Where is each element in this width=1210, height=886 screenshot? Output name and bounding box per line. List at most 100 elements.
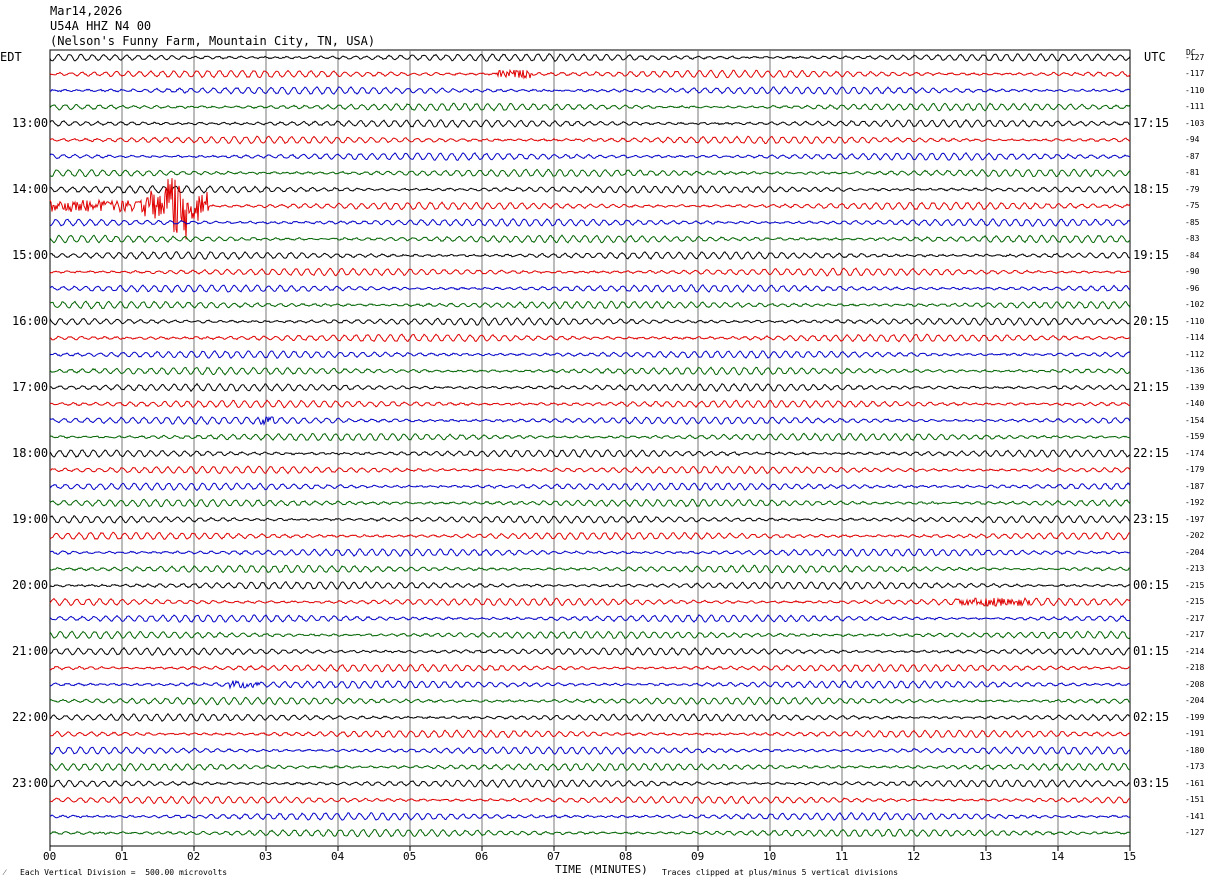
x-tick-label: 08 <box>619 850 633 863</box>
trace-line <box>49 548 1131 557</box>
trace-line <box>49 564 1131 574</box>
dc-offset-label: -191 <box>1185 729 1205 738</box>
left-hour-label: 13:00 <box>12 115 49 130</box>
trace-line <box>49 646 1131 656</box>
dc-offset-label: -117 <box>1185 69 1205 78</box>
dc-offset-label: -217 <box>1185 630 1205 639</box>
right-hour-label: 22:15 <box>1133 445 1170 460</box>
x-tick-label: 04 <box>331 850 345 863</box>
trace-line <box>49 696 1131 706</box>
dc-offset-label: -159 <box>1185 432 1205 441</box>
dc-offset-label: -139 <box>1185 382 1205 392</box>
dc-offset-label: -173 <box>1185 762 1205 771</box>
x-tick-label: 00 <box>43 850 57 863</box>
dc-offset-title: DC <box>1186 48 1196 57</box>
trace-line <box>49 581 1131 591</box>
trace-line <box>49 712 1131 722</box>
trace-line <box>49 168 1131 178</box>
trace-line <box>49 366 1131 376</box>
dc-offset-label: -84 <box>1185 250 1200 260</box>
dc-offset-label: -213 <box>1185 564 1205 573</box>
right-hour-label: 01:15 <box>1133 643 1170 658</box>
dc-offset-label: -179 <box>1185 465 1205 474</box>
trace-line <box>49 118 1131 128</box>
dc-offset-label: -192 <box>1185 498 1205 507</box>
left-hour-label: 14:00 <box>12 181 49 196</box>
dc-offset-label: -102 <box>1185 300 1205 309</box>
dc-offset-label: -197 <box>1185 514 1205 524</box>
dc-offset-label: -81 <box>1185 168 1200 177</box>
trace-line <box>49 350 1131 359</box>
trace-line <box>49 284 1131 294</box>
dc-offset-label: -174 <box>1185 448 1205 458</box>
trace-line <box>49 746 1131 755</box>
left-hour-label: 18:00 <box>12 445 49 460</box>
trace-line <box>49 432 1131 442</box>
trace-line <box>49 482 1131 492</box>
chart-date: Mar14,2026 <box>50 4 123 18</box>
right-hour-label: 03:15 <box>1133 775 1170 790</box>
trace-line <box>49 531 1131 541</box>
trace-line <box>49 135 1131 145</box>
dc-offset-label: -202 <box>1185 531 1205 540</box>
trace-line <box>49 630 1131 640</box>
trace-line <box>49 184 1131 194</box>
left-hour-label: 17:00 <box>12 379 49 394</box>
left-hour-label: 16:00 <box>12 313 49 328</box>
trace-line <box>50 300 1131 310</box>
trace-line <box>49 811 1131 821</box>
dc-offset-label: -94 <box>1185 135 1200 144</box>
seismic-traces <box>49 53 1131 838</box>
trace-line <box>49 498 1131 508</box>
x-tick-label: 06 <box>475 850 489 863</box>
dc-offset-label: -110 <box>1185 316 1205 326</box>
trace-line <box>49 251 1131 261</box>
trace-line <box>49 217 1131 227</box>
x-tick-label: 14 <box>1051 850 1065 863</box>
left-hour-label: 22:00 <box>12 709 49 724</box>
dc-offset-label: -215 <box>1185 597 1205 606</box>
trace-line <box>49 333 1130 343</box>
trace-line <box>49 53 1131 63</box>
dc-offset-label: -136 <box>1185 366 1205 375</box>
dc-offset-label: -217 <box>1185 613 1205 623</box>
left-hour-label: 20:00 <box>12 577 49 592</box>
clip-note: Traces clipped at plus/minus 5 vertical … <box>662 868 899 877</box>
trace-line <box>49 779 1131 789</box>
dc-offset-label: -87 <box>1185 151 1200 161</box>
right-timezone-label: UTC <box>1144 50 1166 64</box>
dc-offset-label: -90 <box>1185 267 1200 276</box>
x-tick-label: 07 <box>547 850 561 863</box>
trace-line <box>49 85 1131 96</box>
x-tick-label: 02 <box>187 850 201 863</box>
trace-line <box>49 465 1131 475</box>
trace-line <box>49 596 1131 607</box>
x-tick-label: 10 <box>763 850 777 863</box>
x-tick-label: 03 <box>259 850 273 863</box>
dc-offset-label: -154 <box>1185 415 1205 425</box>
trace-line <box>49 178 1131 240</box>
dc-offset-label: -114 <box>1185 333 1205 342</box>
grid-lines <box>49 49 1131 847</box>
trace-line <box>49 762 1131 772</box>
left-timezone-label: EDT <box>0 50 22 64</box>
trace-line <box>49 614 1131 623</box>
dc-offset-label: -111 <box>1185 102 1205 111</box>
trace-line <box>49 102 1131 112</box>
trace-line <box>49 515 1131 524</box>
dc-offset-label: -214 <box>1185 646 1205 656</box>
x-axis-title: TIME (MINUTES) <box>555 863 648 876</box>
dc-offset-label: -83 <box>1185 234 1200 243</box>
station-code: U54A HHZ N4 00 <box>50 19 152 33</box>
dc-offset-label: -103 <box>1185 118 1205 128</box>
dc-offset-label: -218 <box>1185 663 1205 672</box>
left-hour-label: 23:00 <box>12 775 49 790</box>
right-hour-label: 17:15 <box>1133 115 1170 130</box>
trace-line <box>49 416 1131 426</box>
dc-offset-label: -75 <box>1185 201 1200 210</box>
trace-line <box>49 679 1131 690</box>
dc-offset-label: -208 <box>1185 679 1205 689</box>
dc-offset-label: -199 <box>1185 712 1205 722</box>
dc-offset-label: -161 <box>1185 778 1205 788</box>
